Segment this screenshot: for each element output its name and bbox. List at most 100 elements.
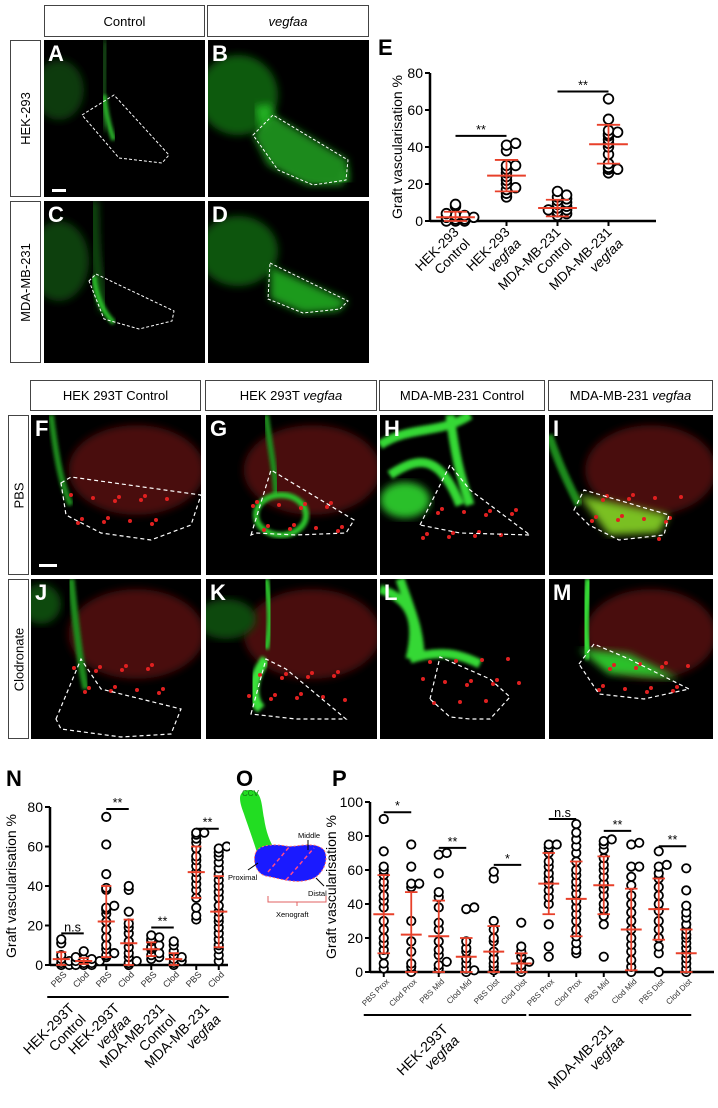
x-category-label: Clod xyxy=(71,969,91,989)
data-point xyxy=(378,958,389,969)
data-point xyxy=(509,137,522,150)
panel-letter-G: G xyxy=(210,416,228,441)
data-point xyxy=(551,839,562,850)
micrograph-image xyxy=(208,55,349,186)
data-point xyxy=(606,834,617,845)
data-point xyxy=(611,163,624,175)
y-axis-label: Graft vascularisation % xyxy=(3,814,19,958)
significance-label: * xyxy=(395,799,400,813)
data-point xyxy=(213,843,224,854)
row-label-hek293: HEK-293 xyxy=(10,40,41,197)
significance-label: ** xyxy=(613,818,623,832)
micrograph-image xyxy=(549,425,713,541)
y-tick-label: 80 xyxy=(407,65,423,81)
data-point xyxy=(469,902,480,913)
data-point xyxy=(109,948,120,959)
y-tick-label: 20 xyxy=(407,176,423,192)
significance-label: ** xyxy=(448,835,458,849)
col-header-label: vegfaa xyxy=(268,13,308,29)
data-point xyxy=(524,956,535,967)
data-point xyxy=(681,863,692,874)
x-category-label: PBS Dist xyxy=(472,977,502,1007)
y-tick-label: 60 xyxy=(27,838,43,854)
xenograft-diagram: CCV Middle Proximal Distal Xenograft xyxy=(228,789,327,919)
significance-label: ** xyxy=(668,833,678,847)
col-header-hek-vegfaa: HEK 293T vegfaa xyxy=(205,380,377,411)
y-tick-label: 80 xyxy=(347,828,363,844)
data-point xyxy=(101,839,112,850)
data-point xyxy=(131,955,142,967)
data-point xyxy=(414,878,425,889)
significance-label: ** xyxy=(203,816,213,830)
micrograph-image xyxy=(380,579,521,720)
x-category-label: Clod Prox xyxy=(387,977,418,1008)
data-point xyxy=(626,871,637,882)
y-tick-label: 0 xyxy=(35,957,43,973)
diagram-O: O CCV Middle Proximal Distal Xenograft xyxy=(228,760,328,920)
data-point xyxy=(598,836,609,847)
x-category-label: PBS xyxy=(184,969,204,989)
col-header-label: MDA-MB-231 vegfaa xyxy=(570,388,691,403)
micrograph-image xyxy=(208,216,349,314)
data-point xyxy=(406,839,417,850)
row-label-clodronate: Clodronate xyxy=(8,579,29,739)
x-category-label: Clod xyxy=(161,969,181,989)
micrograph-image xyxy=(243,415,377,538)
x-category-label: Clod Prox xyxy=(552,977,583,1008)
group-label: HEK-293Tvegfaa xyxy=(393,1020,462,1089)
ccv-vessel-shape xyxy=(240,790,274,856)
data-point xyxy=(154,932,165,943)
panel-letter-A: A xyxy=(48,41,64,66)
data-point xyxy=(681,885,692,896)
data-point xyxy=(168,936,179,947)
data-point xyxy=(543,951,554,962)
micrograph-image xyxy=(48,415,201,541)
col-header-plain: MDA-MB-231 xyxy=(569,388,653,403)
col-header-label: Control xyxy=(103,13,146,29)
y-axis-label: Graft vascularisation % xyxy=(389,75,405,219)
data-point xyxy=(626,839,637,850)
y-tick-label: 100 xyxy=(340,794,364,810)
x-category-label: PBS Mid xyxy=(583,977,611,1005)
micrograph-L: L xyxy=(380,579,545,739)
group-label: MDA-MB-231vegfaa xyxy=(545,1021,628,1103)
row-label-pbs: PBS xyxy=(8,415,29,575)
col-header-mda-vegfaa: MDA-MB-231 vegfaa xyxy=(548,380,713,411)
chart-N: N 0 20 40 60 80 Graft vascularisation % n.s ** *… xyxy=(0,760,232,1103)
x-category-label: PBS Mid xyxy=(418,977,446,1005)
data-point xyxy=(146,930,157,941)
data-point xyxy=(461,904,472,915)
y-tick-label: 40 xyxy=(347,896,363,912)
micrograph-M: M xyxy=(549,579,713,739)
data-point xyxy=(433,849,444,860)
data-point xyxy=(661,859,672,871)
panel-letter-I: I xyxy=(553,416,560,441)
panel-letter-E: E xyxy=(378,35,393,60)
data-point xyxy=(123,880,134,892)
data-point xyxy=(488,866,499,877)
micrograph-image xyxy=(380,415,532,540)
data-point xyxy=(488,915,499,927)
panel-letter-K: K xyxy=(210,580,226,605)
y-tick-label: 80 xyxy=(27,799,43,815)
panel-letter-B: B xyxy=(212,41,228,66)
data-point xyxy=(653,966,664,978)
x-category-label: Clod Dist xyxy=(664,977,694,1007)
data-point xyxy=(378,861,389,872)
data-point xyxy=(70,952,81,963)
row-label-text: PBS xyxy=(11,481,27,509)
panel-letter-M: M xyxy=(553,580,572,605)
significance-label: ** xyxy=(578,79,588,93)
data-point xyxy=(598,919,609,930)
micrograph-H: H xyxy=(380,415,545,575)
y-tick-label: 0 xyxy=(355,964,363,980)
x-category-label: PBS xyxy=(139,969,159,989)
data-point xyxy=(516,917,527,928)
y-tick-label: 60 xyxy=(347,862,363,878)
data-point xyxy=(433,887,444,898)
x-category-label: Clod Mid xyxy=(610,977,639,1006)
chart-P: P 0 20 40 60 80 100 Graft vascularisation % * **… xyxy=(320,760,718,1103)
significance-label: ** xyxy=(113,796,123,810)
